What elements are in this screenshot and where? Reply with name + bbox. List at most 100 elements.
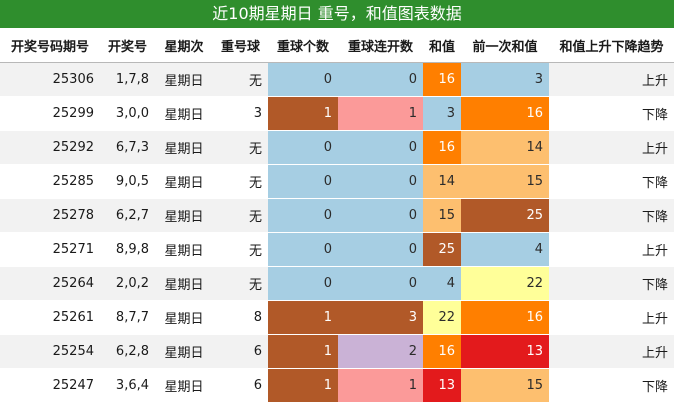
- header-trend: 和值上升下降趋势: [549, 29, 674, 63]
- cell-issue: 25285: [0, 164, 100, 199]
- table-row: 25292 6,7,3 星期日无 0 0 16 14 上升: [0, 130, 674, 165]
- header-sum: 和值: [423, 29, 461, 63]
- cell-issue: 25299: [0, 96, 100, 131]
- cell-sum: 16: [423, 130, 461, 165]
- cell-prev-sum: 15: [461, 368, 549, 403]
- header-repeat-ball: 重号球: [213, 29, 268, 63]
- header-prev-sum: 前一次和值: [461, 29, 549, 63]
- cell-issue: 25271: [0, 232, 100, 267]
- cell-repeat-ball: 6: [213, 334, 268, 369]
- cell-repeat-count: 0: [268, 266, 338, 301]
- cell-sum: 13: [423, 368, 461, 403]
- cell-draw: 3,0,0: [100, 96, 155, 131]
- cell-trend: 下降: [549, 198, 674, 233]
- cell-weekday: 星期日: [155, 368, 213, 403]
- cell-repeat-streak: 2: [338, 334, 423, 369]
- cell-draw: 6,2,8: [100, 334, 155, 369]
- cell-sum: 25: [423, 232, 461, 267]
- cell-draw: 6,7,3: [100, 130, 155, 165]
- header-repeat-streak: 重球连开数: [338, 29, 423, 63]
- cell-repeat-streak: 0: [338, 62, 423, 97]
- table-row: 25278 6,2,7 星期日无 0 0 15 25 下降: [0, 198, 674, 233]
- table-row: 25261 8,7,7 星期日 8 1 3 22 16 上升: [0, 300, 674, 335]
- header-repeat-count: 重球个数: [268, 29, 338, 63]
- cell-weekday: 星期日: [155, 164, 213, 199]
- cell-prev-sum: 13: [461, 334, 549, 369]
- cell-prev-sum: 3: [461, 62, 549, 97]
- header-weekday: 星期次: [155, 29, 213, 63]
- cell-repeat-streak: 0: [338, 164, 423, 199]
- cell-prev-sum: 22: [461, 266, 549, 301]
- cell-weekday: 星期日: [155, 96, 213, 131]
- cell-repeat-count: 1: [268, 368, 338, 403]
- cell-weekday: 星期日: [155, 334, 213, 369]
- cell-repeat-streak: 0: [338, 232, 423, 267]
- cell-draw: 9,0,5: [100, 164, 155, 199]
- cell-repeat-count: 1: [268, 334, 338, 369]
- header-issue: 开奖号码期号: [0, 29, 100, 63]
- table-row: 25285 9,0,5 星期日无 0 0 14 15 下降: [0, 164, 674, 199]
- cell-trend: 下降: [549, 164, 674, 199]
- cell-sum: 15: [423, 198, 461, 233]
- cell-issue: 25247: [0, 368, 100, 403]
- cell-prev-sum: 25: [461, 198, 549, 233]
- cell-trend: 上升: [549, 130, 674, 165]
- cell-trend: 上升: [549, 300, 674, 335]
- cell-draw: 1,7,8: [100, 62, 155, 97]
- cell-prev-sum: 15: [461, 164, 549, 199]
- header-draw: 开奖号: [100, 29, 155, 63]
- cell-prev-sum: 16: [461, 96, 549, 131]
- cell-sum: 4: [423, 266, 461, 301]
- cell-trend: 上升: [549, 334, 674, 369]
- cell-sum: 22: [423, 300, 461, 335]
- cell-repeat-count: 0: [268, 62, 338, 97]
- cell-repeat-ball: 无: [213, 266, 268, 301]
- cell-repeat-ball: 8: [213, 300, 268, 335]
- cell-repeat-streak: 1: [338, 96, 423, 131]
- cell-repeat-count: 1: [268, 96, 338, 131]
- cell-trend: 下降: [549, 96, 674, 131]
- cell-weekday: 星期日: [155, 266, 213, 301]
- cell-repeat-streak: 3: [338, 300, 423, 335]
- cell-trend: 下降: [549, 368, 674, 403]
- cell-trend: 上升: [549, 62, 674, 97]
- cell-repeat-ball: 6: [213, 368, 268, 403]
- table-title: 近10期星期日 重号，和值图表数据: [0, 0, 674, 29]
- cell-repeat-count: 0: [268, 198, 338, 233]
- cell-weekday: 星期日: [155, 130, 213, 165]
- cell-repeat-count: 0: [268, 164, 338, 199]
- results-table: 开奖号码期号 开奖号 星期次 重号球 重球个数 重球连开数 和值 前一次和值 和…: [0, 29, 674, 403]
- cell-repeat-count: 1: [268, 300, 338, 335]
- cell-issue: 25264: [0, 266, 100, 301]
- table-row: 25254 6,2,8 星期日 6 1 2 16 13 上升: [0, 334, 674, 369]
- cell-weekday: 星期日: [155, 62, 213, 97]
- cell-repeat-streak: 0: [338, 198, 423, 233]
- cell-prev-sum: 16: [461, 300, 549, 335]
- cell-prev-sum: 4: [461, 232, 549, 267]
- cell-sum: 14: [423, 164, 461, 199]
- cell-sum: 16: [423, 62, 461, 97]
- cell-weekday: 星期日: [155, 198, 213, 233]
- cell-draw: 8,7,7: [100, 300, 155, 335]
- cell-sum: 16: [423, 334, 461, 369]
- cell-issue: 25254: [0, 334, 100, 369]
- cell-repeat-count: 0: [268, 130, 338, 165]
- cell-repeat-ball: 无: [213, 164, 268, 199]
- cell-draw: 8,9,8: [100, 232, 155, 267]
- table-row: 25299 3,0,0 星期日 3 1 1 3 16 下降: [0, 96, 674, 131]
- cell-issue: 25306: [0, 62, 100, 97]
- table-row: 25247 3,6,4 星期日 6 1 1 13 15 下降: [0, 368, 674, 403]
- cell-repeat-streak: 1: [338, 368, 423, 403]
- cell-repeat-ball: 无: [213, 232, 268, 267]
- cell-weekday: 星期日: [155, 232, 213, 267]
- cell-repeat-ball: 无: [213, 130, 268, 165]
- table-row: 25306 1,7,8 星期日无 0 0 16 3 上升: [0, 62, 674, 97]
- cell-trend: 下降: [549, 266, 674, 301]
- cell-sum: 3: [423, 96, 461, 131]
- cell-draw: 3,6,4: [100, 368, 155, 403]
- cell-weekday: 星期日: [155, 300, 213, 335]
- cell-repeat-ball: 无: [213, 62, 268, 97]
- header-row: 开奖号码期号 开奖号 星期次 重号球 重球个数 重球连开数 和值 前一次和值 和…: [0, 29, 674, 63]
- cell-prev-sum: 14: [461, 130, 549, 165]
- cell-trend: 上升: [549, 232, 674, 267]
